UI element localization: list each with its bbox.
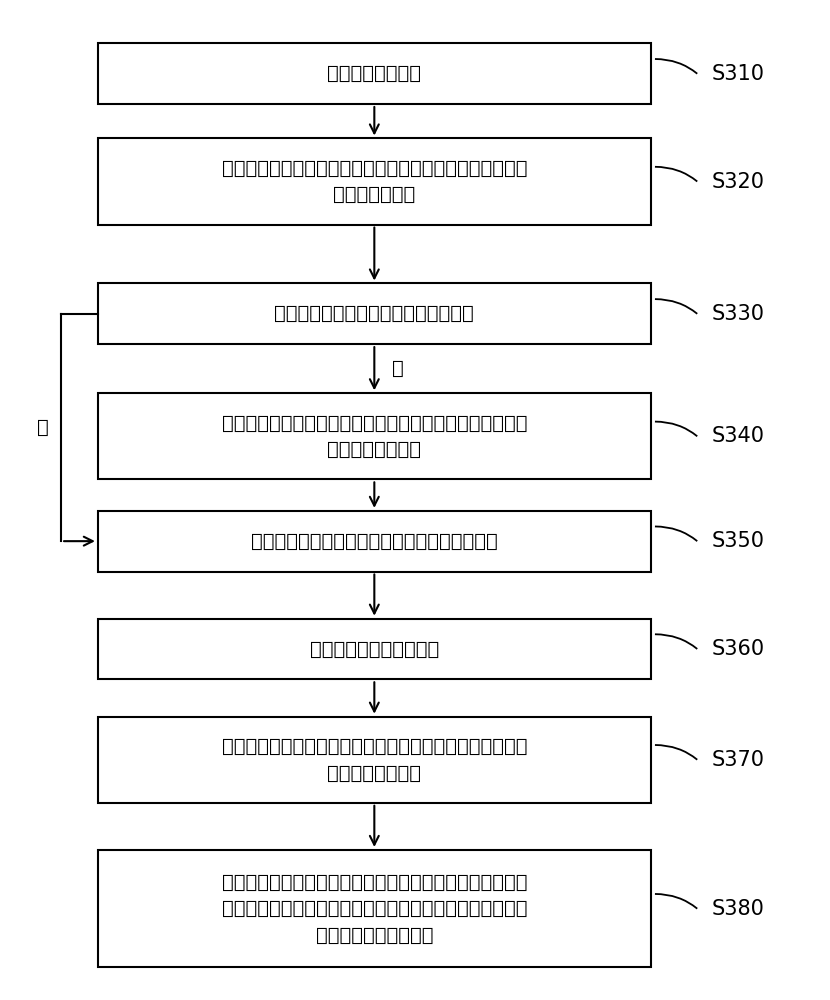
- FancyBboxPatch shape: [98, 138, 651, 225]
- Text: S380: S380: [712, 899, 764, 919]
- Text: S360: S360: [712, 639, 765, 659]
- FancyBboxPatch shape: [98, 717, 651, 803]
- FancyBboxPatch shape: [98, 43, 651, 104]
- Text: S330: S330: [712, 304, 765, 324]
- Text: 将训练误差反向传播至预设神经网络模型，调整预设神经网
络模型的网络参数: 将训练误差反向传播至预设神经网络模型，调整预设神经网 络模型的网络参数: [222, 414, 527, 459]
- Text: S350: S350: [712, 531, 765, 551]
- Text: S310: S310: [712, 64, 765, 84]
- Text: S340: S340: [712, 426, 765, 446]
- Text: 否: 否: [37, 418, 49, 437]
- Text: S370: S370: [712, 750, 765, 770]
- Text: 检测训练误差是否大于或等于预设误差: 检测训练误差是否大于或等于预设误差: [275, 304, 474, 323]
- FancyBboxPatch shape: [98, 511, 651, 572]
- Text: 是: 是: [393, 359, 404, 378]
- FancyBboxPatch shape: [98, 850, 651, 967]
- Text: 根据蒙特卡罗算法和目标对象对应的信息，确定目标对象对
应的第一剂量分布: 根据蒙特卡罗算法和目标对象对应的信息，确定目标对象对 应的第一剂量分布: [222, 737, 527, 782]
- Text: 将第一剂量分布和目标对象对应的信息作为预设神经网络模
型的输入，根据预设神经网络模型的输出结果，确定目标对
象对应的第二剂量分布: 将第一剂量分布和目标对象对应的信息作为预设神经网络模 型的输入，根据预设神经网络…: [222, 873, 527, 945]
- Text: 获取多个训练样本: 获取多个训练样本: [327, 64, 422, 83]
- FancyBboxPatch shape: [98, 619, 651, 679]
- Text: 获取目标对象对应的信息: 获取目标对象对应的信息: [310, 639, 439, 658]
- FancyBboxPatch shape: [98, 283, 651, 344]
- Text: S320: S320: [712, 172, 765, 192]
- FancyBboxPatch shape: [98, 393, 651, 479]
- Text: 将训练样本迭代地添加到预设神经网络模型，确定训练样本
对应的训练误差: 将训练样本迭代地添加到预设神经网络模型，确定训练样本 对应的训练误差: [222, 159, 527, 204]
- Text: 停止迭代添加，确定预设神经网络模型训练结束: 停止迭代添加，确定预设神经网络模型训练结束: [251, 532, 498, 551]
